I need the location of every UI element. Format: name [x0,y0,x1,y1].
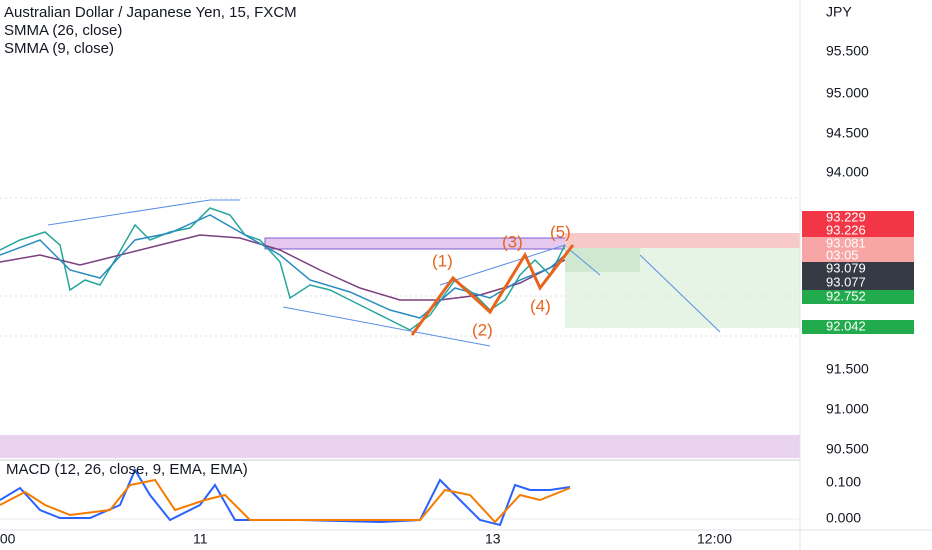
price-label: 91.500 [826,361,869,377]
channel-line [282,306,491,347]
macd-title: MACD (12, 26, close, 9, EMA, EMA) [6,461,248,478]
price-tag [802,320,914,334]
macd-line [0,467,571,527]
price-label: 95.500 [826,43,869,59]
price-path [0,207,566,331]
price-tag-label: 93.229 [826,209,866,224]
price-tag [802,262,914,276]
macd-label: 0.100 [826,474,861,490]
price-label: 94.500 [826,125,869,141]
time-label: 13 [485,531,501,547]
arrow [639,254,721,333]
price-tag-label: 93.226 [826,222,866,237]
price-label: 90.500 [826,441,869,457]
price-tag [802,276,914,290]
price-tag-label: 93.077 [826,274,866,289]
signal-line [0,478,571,524]
chart-title: Australian Dollar / Japanese Yen, 15, FX… [4,4,297,21]
channel-line [47,199,211,226]
price-tag [802,224,914,238]
wave-label: (2) [472,320,493,339]
channel-line [439,244,566,286]
time-label: :00 [0,531,16,547]
price-tag-label: 92.042 [826,318,866,333]
price-tag [802,237,914,251]
smma-9 [0,214,566,319]
macd-label: 0.000 [826,510,861,526]
support-zone [0,435,800,458]
price-label: 95.000 [826,85,869,101]
time-label: 12:00 [697,531,732,547]
time-label: 11 [193,531,208,547]
target-zone-inner [565,248,640,272]
elliott-wave [410,244,575,336]
indicator-label: SMMA (26, close) [4,22,122,39]
wave-label: (5) [550,222,571,241]
price-label: 94.000 [826,164,869,180]
wave-label: (3) [502,232,523,251]
indicator-label: SMMA (9, close) [4,40,114,57]
price-tag-label: 92.752 [826,288,866,303]
price-tag [802,249,914,263]
arrow [569,249,601,276]
wave-label: (1) [432,251,453,270]
price-label: 91.000 [826,401,869,417]
smma-26 [0,234,566,301]
price-tag [802,290,914,304]
price-tag-label: 93.081 [826,235,866,250]
price-tag [802,211,914,225]
stop-zone [565,233,800,248]
axis-unit: JPY [826,4,852,20]
wave-label: (4) [530,296,551,315]
price-tag-label: 03:05 [826,247,859,262]
price-tag-label: 93.079 [826,260,866,275]
